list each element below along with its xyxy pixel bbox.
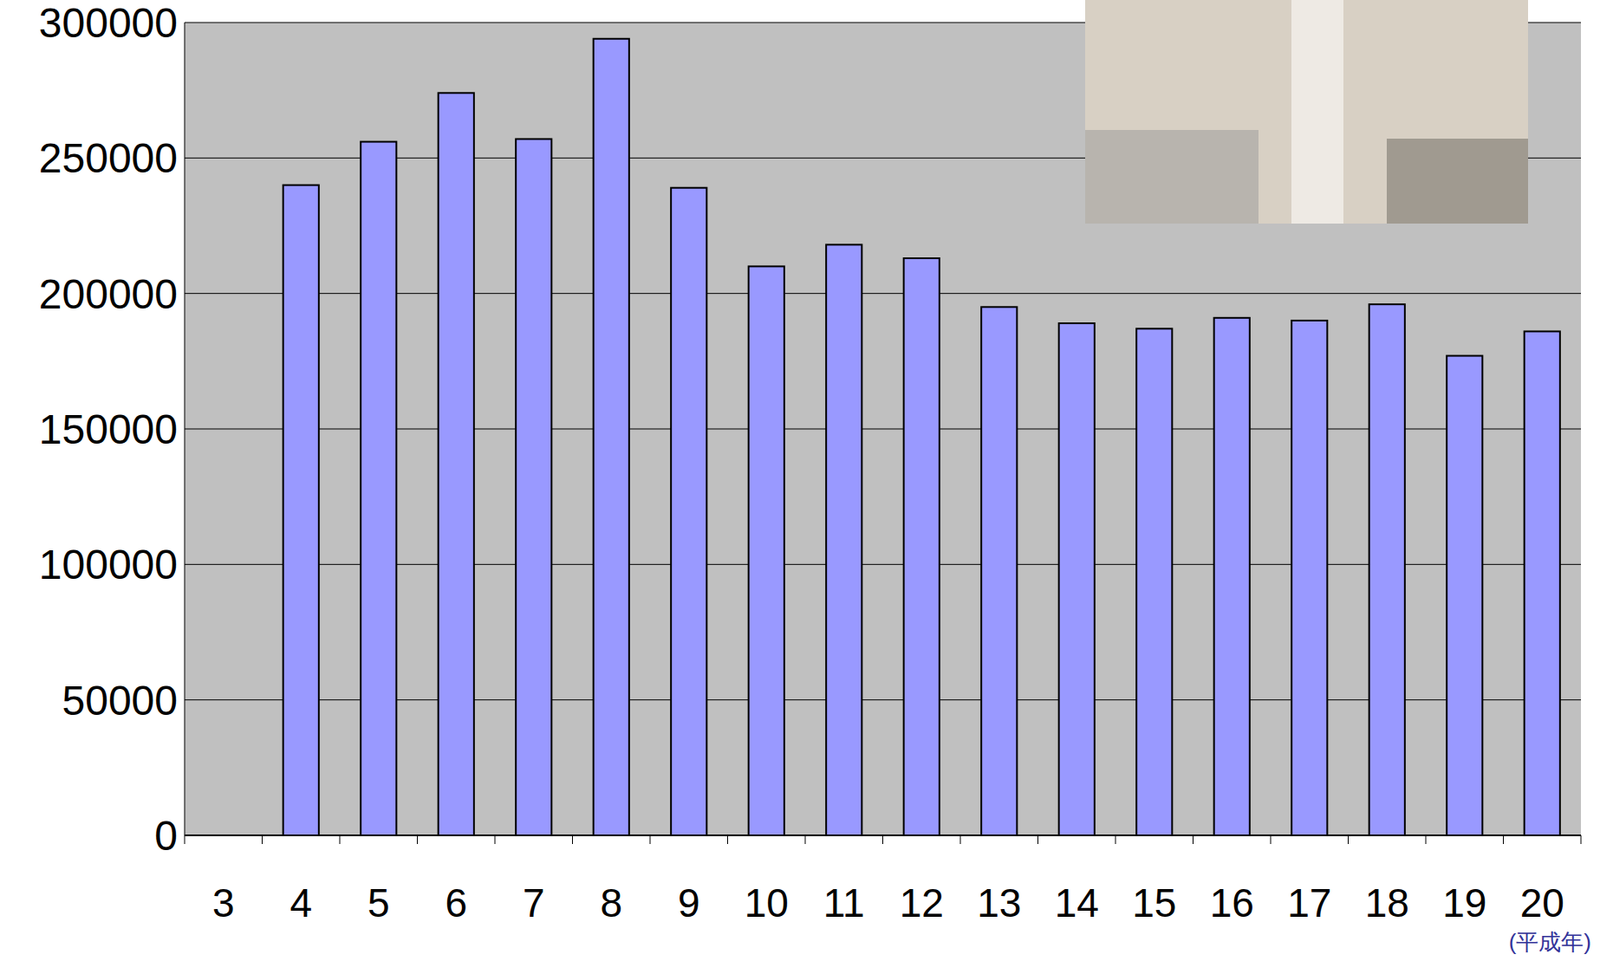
y-axis [184, 22, 186, 836]
bar [593, 39, 630, 836]
x-tick-label: 19 [1442, 880, 1487, 926]
x-tick-label: 16 [1209, 880, 1255, 926]
x-tick-label: 7 [522, 880, 546, 926]
x-tick [416, 835, 418, 845]
bar [1214, 318, 1250, 836]
bar [670, 188, 707, 836]
x-tick [650, 835, 651, 845]
bars [283, 39, 1561, 836]
bar [748, 266, 785, 836]
x-tick [494, 835, 496, 845]
photo-hall [1291, 0, 1344, 224]
y-tick-label: 100000 [39, 541, 178, 588]
bar [515, 138, 552, 836]
bar [1291, 320, 1327, 836]
x-tick [805, 835, 807, 845]
x-tick [960, 835, 962, 845]
bar [1524, 331, 1561, 836]
x-tick [1037, 835, 1039, 845]
x-tick [727, 835, 729, 845]
y-tick-label: 250000 [39, 135, 178, 182]
bar [826, 244, 862, 836]
x-tick-label: 4 [289, 880, 313, 926]
x-tick [1580, 835, 1582, 845]
x-tick-label: 9 [677, 880, 701, 926]
x-tick [882, 835, 884, 845]
x-tick-label: 11 [823, 880, 866, 926]
x-tick-label: 8 [599, 880, 623, 926]
y-tick-label: 50000 [62, 677, 178, 724]
x-tick-label: 20 [1520, 880, 1565, 926]
x-tick-label: 17 [1287, 880, 1332, 926]
x-tick [1502, 835, 1504, 845]
bar [1369, 304, 1405, 836]
bar [1446, 356, 1483, 836]
x-tick [1192, 835, 1194, 845]
x-tick [1270, 835, 1272, 845]
x-tick [339, 835, 341, 845]
x-tick-label: 13 [976, 880, 1022, 926]
bar [438, 92, 475, 836]
bar [981, 306, 1017, 836]
bar [904, 258, 940, 836]
bar [1059, 323, 1095, 836]
y-tick-label: 200000 [39, 271, 178, 318]
bar [360, 142, 397, 836]
x-tick [184, 835, 186, 845]
x-tick [572, 835, 573, 845]
photo-counter [1085, 130, 1259, 224]
x-tick-label: 3 [212, 880, 235, 926]
x-tick-label: 15 [1131, 880, 1177, 926]
photo-kitchen [1085, 0, 1529, 224]
x-tick-label: 14 [1054, 880, 1100, 926]
x-tick [1425, 835, 1427, 845]
bar [1136, 328, 1172, 836]
x-tick [261, 835, 263, 845]
photo-counter-right [1386, 138, 1529, 224]
x-tick-label: 6 [444, 880, 468, 926]
y-tick-label: 300000 [39, 0, 178, 46]
x-tick-label: 10 [744, 880, 789, 926]
bar [283, 185, 319, 836]
y-tick-label: 150000 [39, 406, 178, 453]
x-tick-label: 5 [367, 880, 391, 926]
x-axis-title: (平成年) [1508, 929, 1592, 956]
y-tick-label: 0 [154, 813, 178, 859]
x-tick-label: 12 [899, 880, 944, 926]
x-tick [1115, 835, 1117, 845]
photo-bg [1085, 0, 1529, 224]
chart: 0 50000 100000 150000 200000 250000 300000 3 4 5 6… [0, 0, 1600, 961]
x-tick-label: 18 [1365, 880, 1410, 926]
x-tick [1347, 835, 1349, 845]
